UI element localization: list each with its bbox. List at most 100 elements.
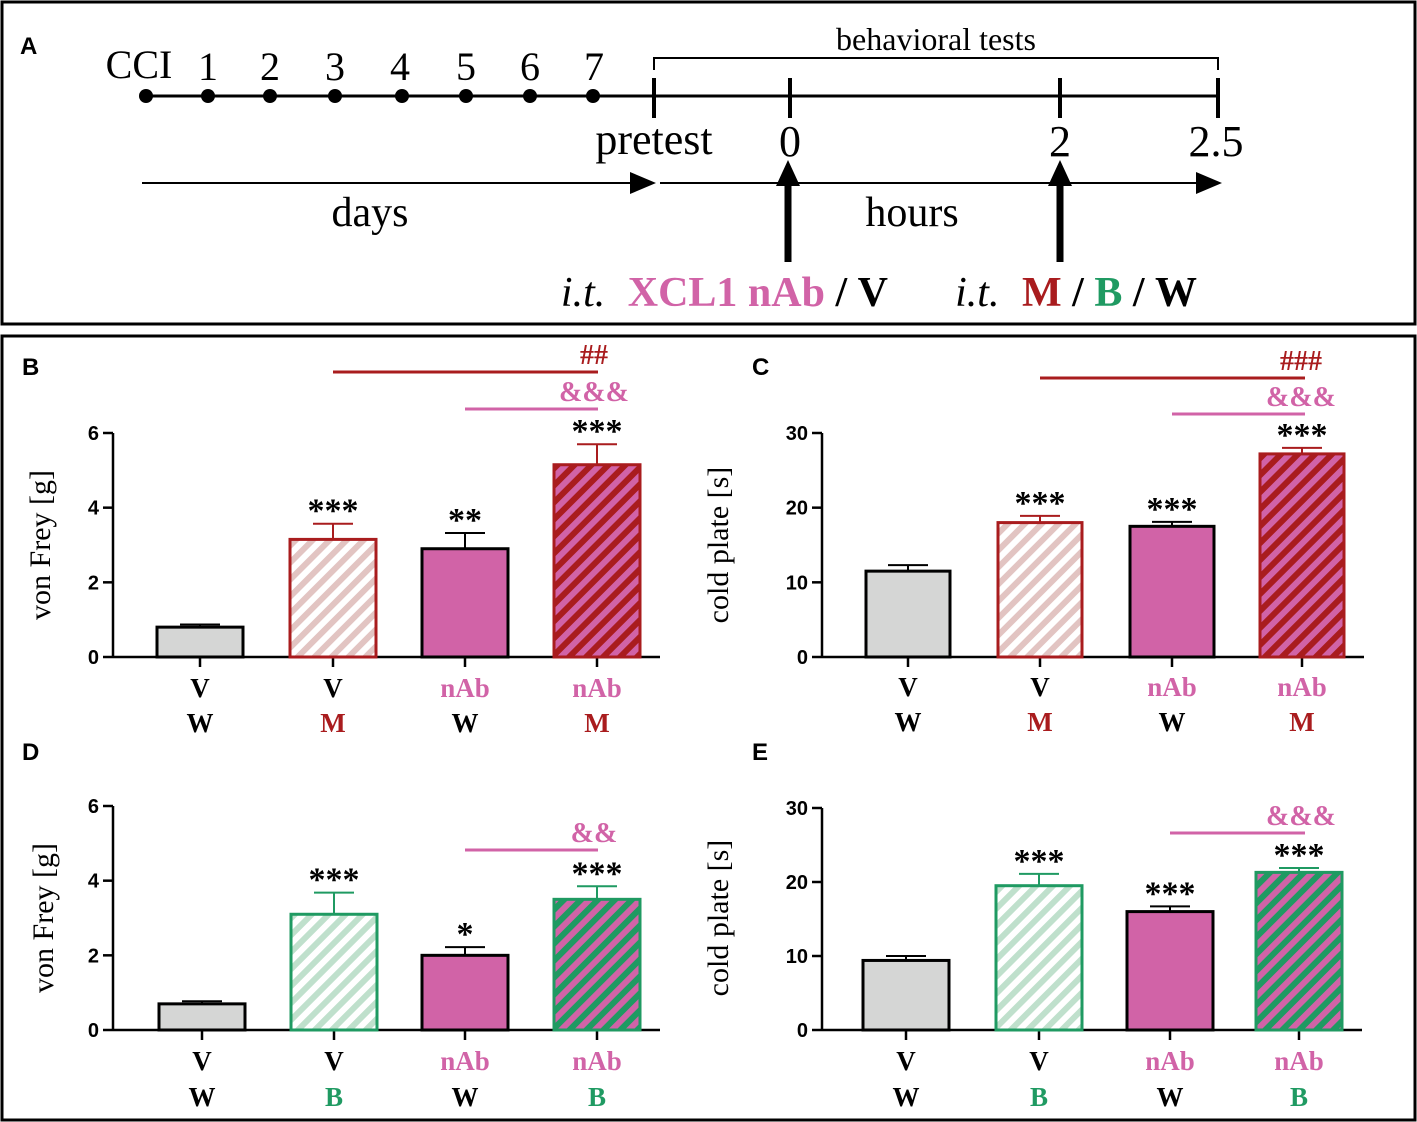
category-label-bottom: W	[895, 707, 922, 737]
bar	[420, 547, 510, 659]
day-dot	[201, 89, 215, 103]
injection-sep: /	[1132, 270, 1146, 316]
y-tick-label: 30	[786, 423, 808, 445]
day-label: 7	[584, 44, 604, 89]
category-label-top: V	[898, 672, 918, 702]
comparison-label: &&&	[1266, 382, 1336, 413]
comparison-label: &&&	[1266, 801, 1336, 832]
injection-arrowhead-2	[1048, 160, 1072, 186]
panel-be-frame	[0, 334, 1417, 1122]
significance-label: ***	[1145, 875, 1196, 912]
comparison-label: ###	[1280, 346, 1322, 377]
significance-label: ***	[1147, 491, 1198, 528]
y-tick-label: 2	[88, 945, 99, 967]
bar	[552, 897, 642, 1032]
y-tick-label: 2	[88, 572, 99, 594]
category-label-bottom: W	[187, 708, 214, 738]
y-tick-label: 10	[786, 946, 808, 968]
day-dot	[139, 89, 153, 103]
injection-sep: /	[834, 270, 848, 316]
day-dot	[523, 89, 537, 103]
bar	[420, 953, 510, 1032]
day-label: 5	[456, 44, 476, 89]
category-label-top: nAb	[440, 673, 490, 703]
injection-vehicle: V	[858, 270, 888, 316]
comparison-label: ##	[580, 340, 608, 371]
category-label-bottom: M	[1027, 707, 1052, 737]
y-tick-label: 6	[88, 796, 99, 818]
significance-label: ***	[309, 862, 360, 899]
timeline-panel: A CCI 1 2 3 4 5 6 7 behavioral tests pre…	[20, 21, 1244, 316]
category-label-bottom: M	[1289, 707, 1314, 737]
day-label: 3	[325, 44, 345, 89]
category-label-top: nAb	[440, 1046, 490, 1076]
y-axis-label: cold plate [s]	[702, 840, 735, 997]
category-label-top: nAb	[572, 673, 622, 703]
bar	[1254, 870, 1344, 1032]
hours-arrowhead	[1196, 172, 1222, 194]
category-label-top: V	[1029, 1046, 1049, 1076]
bar	[861, 958, 951, 1032]
significance-label: ***	[1015, 485, 1066, 522]
category-label-bottom: W	[1157, 1082, 1184, 1112]
significance-label: ***	[1277, 417, 1328, 454]
bar	[155, 625, 245, 659]
panel-label: C	[752, 354, 769, 381]
bar	[1125, 910, 1215, 1032]
y-axis-label: von Frey [g]	[24, 470, 57, 620]
injection-drug-b: B	[1094, 270, 1122, 316]
comparison-label: &&&	[559, 377, 629, 408]
y-tick-label: 0	[797, 647, 808, 669]
panel-label: E	[752, 739, 768, 766]
category-label-top: V	[896, 1046, 916, 1076]
day-dot	[586, 89, 600, 103]
day-label: 1	[198, 44, 218, 89]
hour-label: 2.5	[1189, 117, 1244, 166]
category-label-bottom: B	[1290, 1082, 1308, 1112]
y-tick-label: 10	[786, 572, 808, 594]
injection-drug-xcl1: XCL1 nAb	[628, 270, 825, 316]
hours-label: hours	[865, 190, 958, 236]
y-axis-label: von Frey [g]	[27, 843, 60, 993]
category-label-top: V	[324, 1046, 344, 1076]
bar	[157, 1002, 247, 1032]
bar	[552, 463, 642, 659]
category-label-top: V	[192, 1046, 212, 1076]
panel-a-frame	[0, 0, 1417, 326]
behavioral-tests-bracket	[653, 57, 1219, 70]
injection-route: i.t.	[955, 270, 999, 316]
day-dot	[459, 89, 473, 103]
hour-label: 0	[779, 117, 801, 166]
panel-label: B	[22, 354, 39, 381]
day-label-cci: CCI	[106, 42, 173, 87]
hour-label: 2	[1049, 117, 1071, 166]
category-label-bottom: W	[452, 708, 479, 738]
significance-label: ***	[1014, 843, 1065, 880]
injection-drug-m: M	[1022, 270, 1062, 316]
significance-label: ***	[572, 413, 623, 450]
y-tick-label: 20	[786, 872, 808, 894]
category-label-top: V	[323, 673, 343, 703]
bar	[1258, 452, 1346, 659]
category-label-top: nAb	[1147, 672, 1197, 702]
panel-label-a: A	[20, 33, 37, 60]
bar	[864, 569, 952, 659]
y-tick-label: 4	[88, 871, 100, 893]
category-label-bottom: W	[452, 1082, 479, 1112]
day-label: 4	[390, 44, 410, 89]
significance-label: *	[457, 916, 474, 953]
category-label-bottom: M	[320, 708, 345, 738]
significance-label: ***	[1274, 837, 1325, 874]
injection-drug-w: W	[1155, 270, 1197, 316]
category-label-top: nAb	[1277, 672, 1327, 702]
days-label: days	[332, 190, 409, 236]
y-tick-label: 6	[88, 423, 99, 445]
pretest-label: pretest	[595, 115, 712, 164]
y-tick-label: 0	[797, 1020, 808, 1042]
category-label-top: V	[1030, 672, 1050, 702]
category-label-bottom: M	[584, 708, 609, 738]
significance-label: **	[448, 502, 482, 539]
